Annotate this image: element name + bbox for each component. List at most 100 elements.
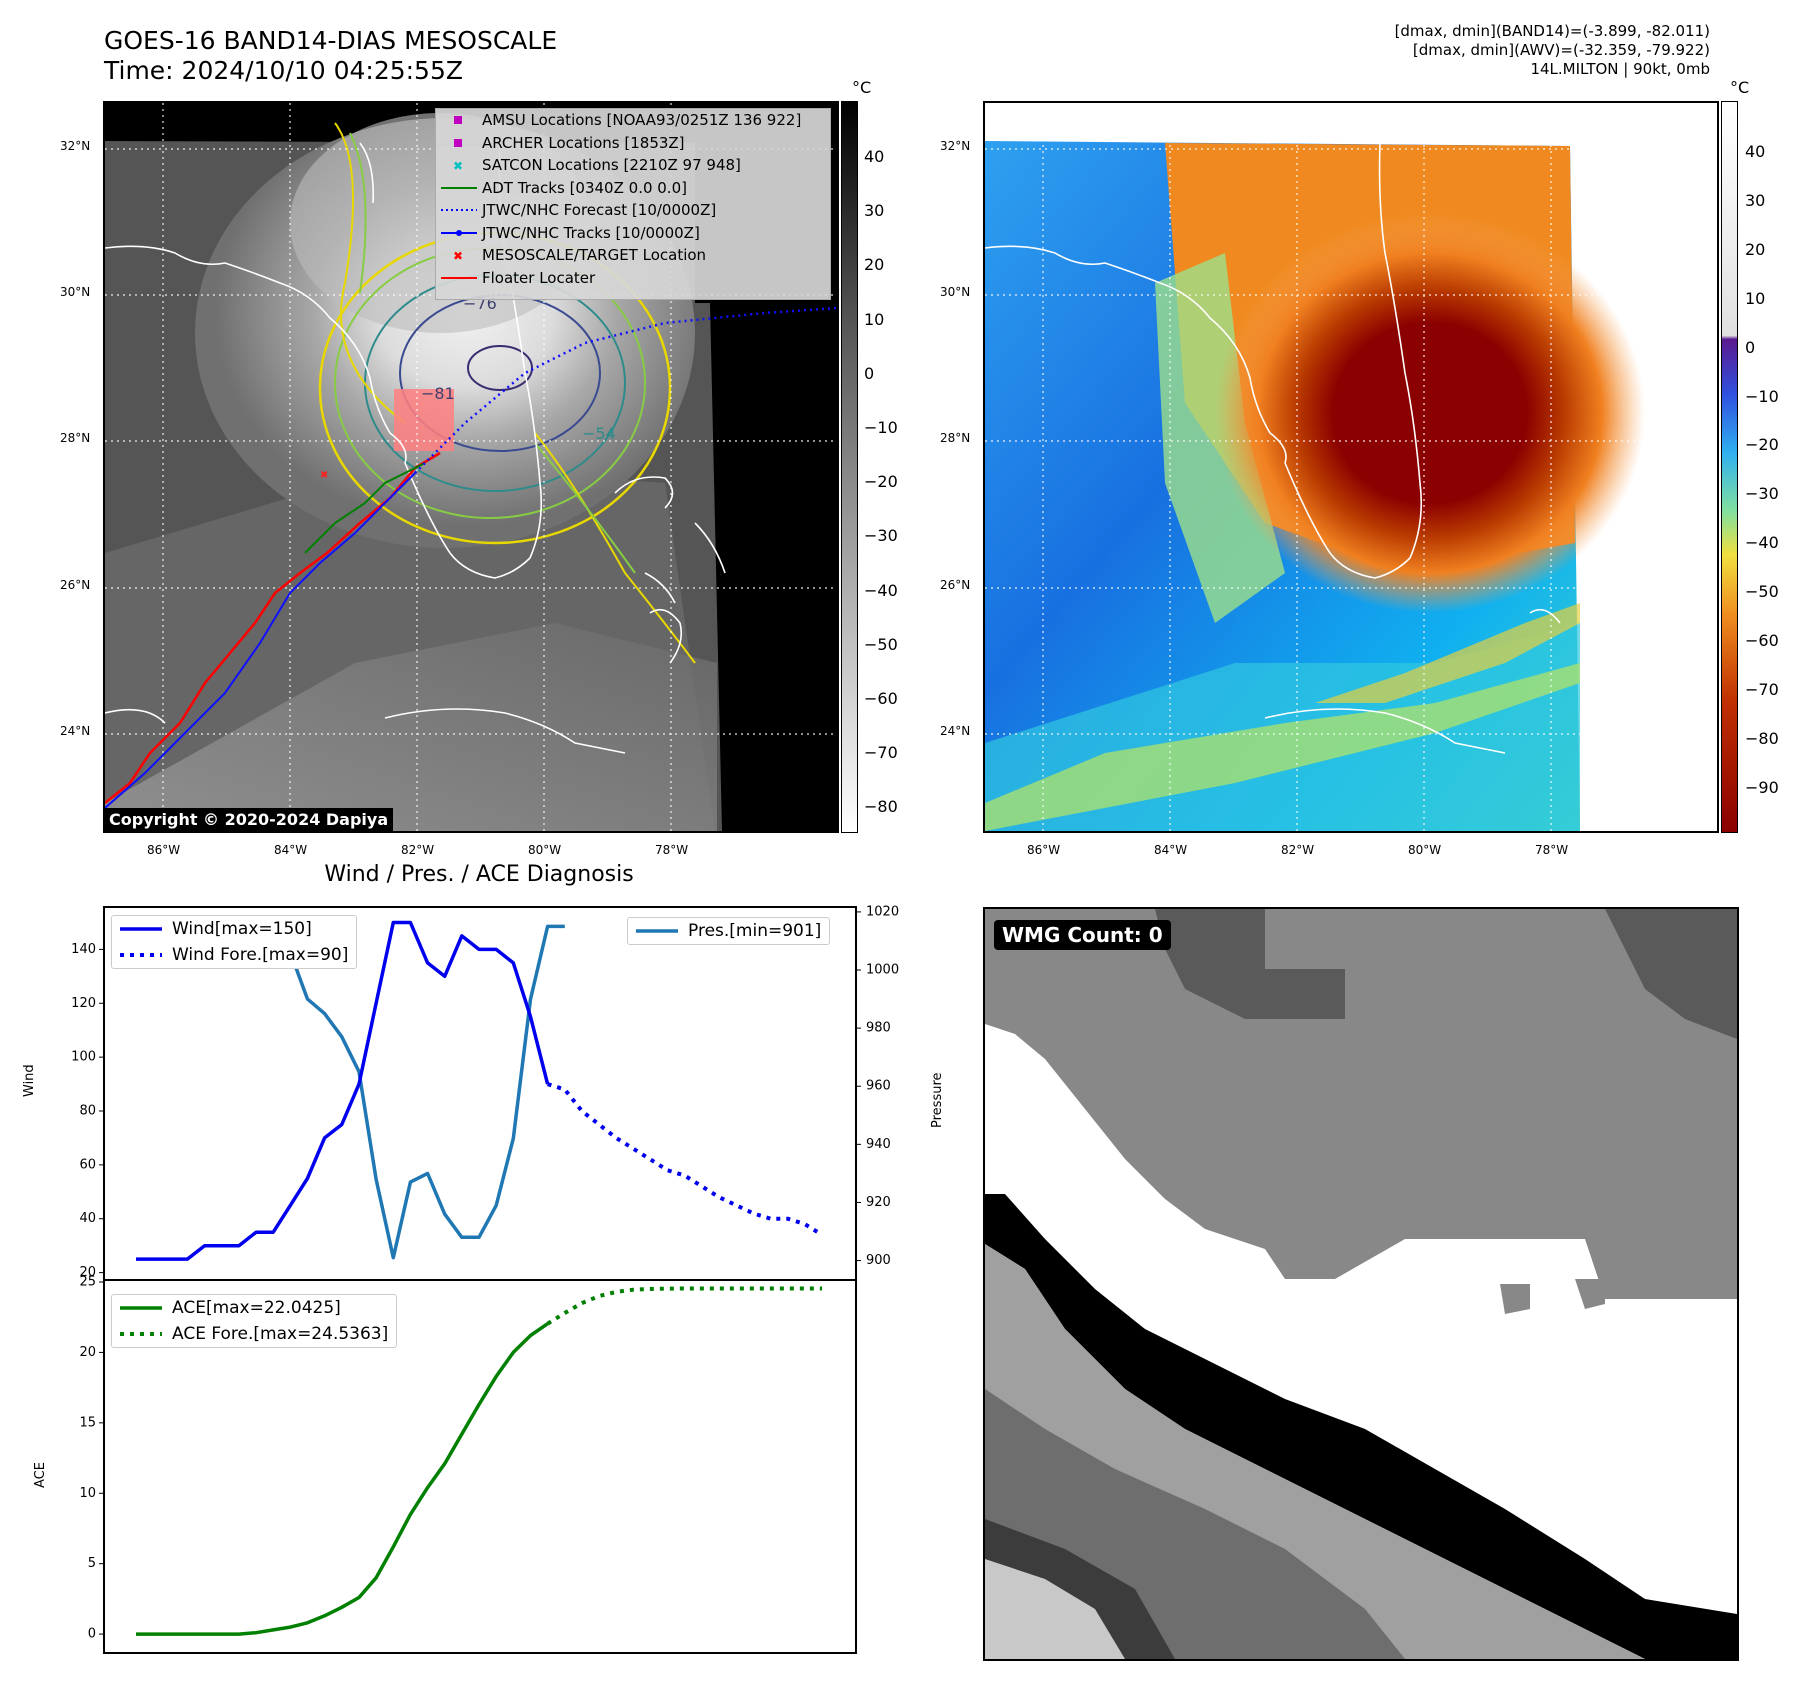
- pressure-tick: 980: [866, 1021, 891, 1036]
- colorbar-tick: −20: [1745, 435, 1779, 455]
- series-line-ace: [136, 1322, 549, 1636]
- wind-ylabel: Wind: [22, 1064, 37, 1097]
- legend-item: JTWC/NHC Forecast [10/0000Z]: [436, 199, 830, 222]
- pressure-tick: 960: [866, 1079, 891, 1094]
- colorbar-tick: 10: [864, 309, 885, 329]
- legend-label: JTWC/NHC Forecast [10/0000Z]: [482, 201, 717, 219]
- ace-tick: 15: [79, 1415, 96, 1430]
- pressure-ylabel: Pressure: [930, 1072, 945, 1128]
- ace-tick: 10: [79, 1486, 96, 1501]
- awv-colorbar-unit: °C: [1730, 78, 1750, 97]
- legend-item: ✖ MESOSCALE/TARGET Location: [436, 244, 830, 267]
- wind-legend: Wind[max=150] Wind Fore.[max=90]: [111, 915, 358, 969]
- ace-ylabel: ACE: [33, 1462, 48, 1488]
- lat-label: 26°N: [940, 578, 971, 592]
- lon-label: 78°W: [1535, 843, 1569, 857]
- legend-symbol: ✖: [436, 159, 482, 171]
- ace-axes: [103, 1279, 857, 1654]
- wmg-count-badge: WMG Count: 0: [994, 920, 1171, 950]
- colorbar-tick: −80: [1745, 728, 1779, 748]
- title-time: Time: 2024/10/10 04:25:55Z: [104, 56, 463, 85]
- legend-symbol: ✖: [436, 249, 482, 261]
- colorbar-tick: −60: [1745, 631, 1779, 650]
- series-line-ace-fore-: [546, 1286, 822, 1326]
- ir-colorbar: [841, 101, 858, 833]
- header-info: [dmax, dmin](BAND14)=(-3.899, -82.011) […: [1110, 22, 1710, 79]
- legend-label: Floater Locater: [482, 268, 596, 287]
- colorbar-tick: 20: [1745, 239, 1766, 259]
- lat-label: 32°N: [940, 139, 971, 153]
- awv-map-panel: [983, 101, 1719, 833]
- wind-tick: 60: [79, 1157, 96, 1172]
- lat-label: 24°N: [940, 724, 971, 738]
- colorbar-tick: −30: [1745, 484, 1779, 504]
- lat-label: 30°N: [940, 285, 971, 299]
- awv-colorbar: [1721, 101, 1738, 833]
- legend-symbol: [436, 114, 482, 126]
- svg-text:✖: ✖: [320, 470, 328, 481]
- wind-tick: 120: [71, 996, 96, 1011]
- contour-label-81: −81: [421, 384, 455, 403]
- colorbar-tick: 0: [864, 363, 875, 383]
- legend-symbol: [436, 273, 482, 283]
- colorbar-tick: −30: [864, 526, 898, 546]
- lon-label: 78°W: [655, 843, 689, 857]
- colorbar-tick: −10: [1745, 386, 1779, 406]
- legend-wind-fore: Wind Fore.[max=90]: [172, 945, 349, 965]
- svg-text:✖: ✖: [453, 159, 463, 171]
- svg-text:✖: ✖: [453, 249, 463, 261]
- wmg-panel: [983, 907, 1739, 1661]
- colorbar-tick: −90: [1745, 777, 1779, 797]
- colorbar-tick: 10: [1745, 288, 1766, 308]
- awv-map-image: [985, 103, 1717, 831]
- series-line-wind-fore-: [547, 1082, 824, 1237]
- legend-item: JTWC/NHC Tracks [10/0000Z]: [436, 222, 830, 245]
- pressure-tick: 1000: [866, 963, 899, 978]
- legend-label: JTWC/NHC Tracks [10/0000Z]: [482, 223, 700, 242]
- legend-item: ✖ SATCON Locations [2210Z 97 948]: [436, 154, 830, 177]
- lat-label: 28°N: [940, 431, 971, 445]
- ace-tick: 5: [88, 1556, 96, 1571]
- colorbar-tick: −80: [864, 797, 898, 817]
- lon-label: 86°W: [1027, 843, 1061, 857]
- lat-label: 32°N: [60, 139, 91, 153]
- pressure-tick: 900: [866, 1253, 891, 1268]
- colorbar-tick: −10: [864, 418, 898, 437]
- map-legend: AMSU Locations [NOAA93/0251Z 136 922] ARC…: [435, 108, 831, 300]
- wmg-image: [985, 909, 1737, 1659]
- ace-tick: 0: [88, 1627, 96, 1642]
- legend-item: AMSU Locations [NOAA93/0251Z 136 922]: [436, 109, 830, 132]
- lat-label: 30°N: [60, 285, 91, 299]
- colorbar-tick: −70: [1745, 679, 1779, 699]
- colorbar-tick: −20: [864, 472, 898, 492]
- legend-label: ARCHER Locations [1853Z]: [482, 133, 685, 152]
- chart-title: GOES-16 BAND14-DIAS MESOSCALE Time: 2024…: [104, 26, 557, 86]
- ace-tick: 25: [79, 1275, 96, 1290]
- legend-symbol: [436, 183, 482, 193]
- info-storm: 14L.MILTON | 90kt, 0mb: [1530, 60, 1710, 78]
- colorbar-tick: 40: [1745, 142, 1766, 161]
- colorbar-tick: −50: [864, 634, 898, 654]
- legend-symbol: [436, 205, 482, 215]
- title-satellite: GOES-16 BAND14-DIAS MESOSCALE: [104, 26, 558, 55]
- pressure-tick: 1020: [866, 904, 899, 919]
- wind-tick: 100: [71, 1050, 96, 1065]
- pressure-tick: 940: [866, 1137, 891, 1152]
- colorbar-tick: −40: [864, 580, 898, 600]
- colorbar-tick: −60: [864, 689, 898, 708]
- ace-legend: ACE[max=22.0425] ACE Fore.[max=24.5363]: [111, 1294, 398, 1348]
- ir-colorbar-unit: °C: [852, 78, 872, 97]
- info-awv-range: [dmax, dmin](AWV)=(-32.359, -79.922): [1412, 41, 1710, 59]
- wind-tick: 80: [79, 1104, 96, 1119]
- legend-pres: Pres.[min=901]: [688, 921, 822, 941]
- series-line-wind: [136, 920, 550, 1261]
- copyright-badge: Copyright © 2020-2024 Dapiya: [104, 808, 394, 831]
- legend-ace: ACE[max=22.0425]: [172, 1298, 341, 1318]
- legend-symbol: [436, 228, 482, 238]
- legend-wind: Wind[max=150]: [172, 919, 312, 939]
- colorbar-tick: −40: [1745, 533, 1779, 553]
- lat-label: 26°N: [60, 578, 91, 592]
- wind-tick: 140: [71, 942, 96, 957]
- wind-tick: 40: [79, 1211, 96, 1226]
- pressure-tick: 920: [866, 1195, 891, 1210]
